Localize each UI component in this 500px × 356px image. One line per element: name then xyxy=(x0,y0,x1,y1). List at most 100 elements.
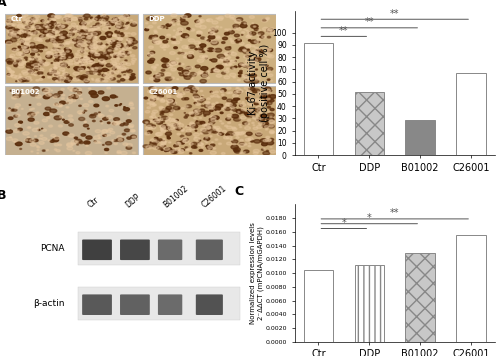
Circle shape xyxy=(156,64,158,66)
Circle shape xyxy=(204,115,206,116)
Circle shape xyxy=(256,118,262,121)
Circle shape xyxy=(101,133,104,135)
Circle shape xyxy=(168,142,171,143)
Circle shape xyxy=(222,42,225,43)
Circle shape xyxy=(56,62,58,63)
Circle shape xyxy=(33,46,38,48)
Circle shape xyxy=(116,60,119,62)
Circle shape xyxy=(212,142,214,143)
Circle shape xyxy=(164,44,170,47)
Circle shape xyxy=(18,58,22,60)
Circle shape xyxy=(174,127,177,129)
Circle shape xyxy=(154,30,156,32)
Circle shape xyxy=(125,47,126,48)
Circle shape xyxy=(102,27,108,31)
Circle shape xyxy=(51,28,53,29)
Circle shape xyxy=(263,122,268,125)
Circle shape xyxy=(110,62,116,65)
Circle shape xyxy=(216,102,218,103)
Circle shape xyxy=(126,45,130,47)
Circle shape xyxy=(235,40,241,43)
Circle shape xyxy=(254,109,259,112)
Circle shape xyxy=(267,49,271,51)
Circle shape xyxy=(82,66,85,68)
Circle shape xyxy=(16,49,19,50)
Circle shape xyxy=(8,117,13,120)
Circle shape xyxy=(76,40,84,44)
Circle shape xyxy=(113,18,116,20)
Circle shape xyxy=(239,110,244,113)
Circle shape xyxy=(116,96,117,98)
Circle shape xyxy=(245,135,246,136)
Circle shape xyxy=(170,150,177,153)
Circle shape xyxy=(92,41,97,43)
Circle shape xyxy=(116,44,120,47)
Circle shape xyxy=(58,125,62,127)
Circle shape xyxy=(10,90,12,91)
Circle shape xyxy=(6,40,12,44)
Circle shape xyxy=(270,147,272,148)
Circle shape xyxy=(68,15,73,17)
Circle shape xyxy=(236,88,240,91)
Circle shape xyxy=(130,78,133,79)
Circle shape xyxy=(270,80,272,81)
Circle shape xyxy=(246,56,249,57)
Circle shape xyxy=(169,109,173,111)
Circle shape xyxy=(260,94,268,98)
Circle shape xyxy=(26,38,29,40)
Circle shape xyxy=(161,69,165,71)
Circle shape xyxy=(116,138,123,142)
Text: C26001: C26001 xyxy=(200,184,228,210)
Text: DDP: DDP xyxy=(148,16,165,22)
Circle shape xyxy=(248,109,252,111)
Circle shape xyxy=(94,66,100,69)
Circle shape xyxy=(228,57,230,58)
Circle shape xyxy=(106,44,108,45)
Circle shape xyxy=(150,51,154,54)
Circle shape xyxy=(52,21,53,22)
Circle shape xyxy=(194,92,196,93)
Circle shape xyxy=(239,117,242,119)
Circle shape xyxy=(94,57,96,58)
Circle shape xyxy=(226,118,230,120)
Circle shape xyxy=(158,118,160,119)
Circle shape xyxy=(195,112,199,115)
Circle shape xyxy=(158,41,162,43)
Circle shape xyxy=(146,146,152,149)
Circle shape xyxy=(51,90,52,91)
Circle shape xyxy=(82,112,84,113)
Circle shape xyxy=(124,28,126,30)
Circle shape xyxy=(18,77,22,79)
Circle shape xyxy=(92,78,94,79)
Circle shape xyxy=(200,44,206,47)
Circle shape xyxy=(90,43,96,46)
Circle shape xyxy=(19,76,22,78)
Circle shape xyxy=(202,130,209,134)
Circle shape xyxy=(28,127,30,128)
Circle shape xyxy=(93,64,98,67)
Circle shape xyxy=(201,99,205,101)
Circle shape xyxy=(105,135,108,136)
Circle shape xyxy=(268,36,270,38)
Circle shape xyxy=(156,140,160,142)
Circle shape xyxy=(34,31,39,33)
Circle shape xyxy=(36,26,38,27)
Circle shape xyxy=(269,138,274,141)
Circle shape xyxy=(18,46,21,48)
Circle shape xyxy=(270,32,274,33)
Circle shape xyxy=(113,69,114,70)
Circle shape xyxy=(24,46,27,48)
Circle shape xyxy=(234,148,240,151)
Circle shape xyxy=(58,18,59,19)
Circle shape xyxy=(76,55,81,58)
Circle shape xyxy=(66,106,69,108)
Circle shape xyxy=(111,122,117,125)
Circle shape xyxy=(264,93,268,95)
Circle shape xyxy=(254,114,256,115)
Circle shape xyxy=(94,113,98,115)
Circle shape xyxy=(98,114,104,117)
Circle shape xyxy=(114,140,117,142)
Circle shape xyxy=(28,118,34,121)
Circle shape xyxy=(48,73,52,75)
Circle shape xyxy=(226,142,232,145)
